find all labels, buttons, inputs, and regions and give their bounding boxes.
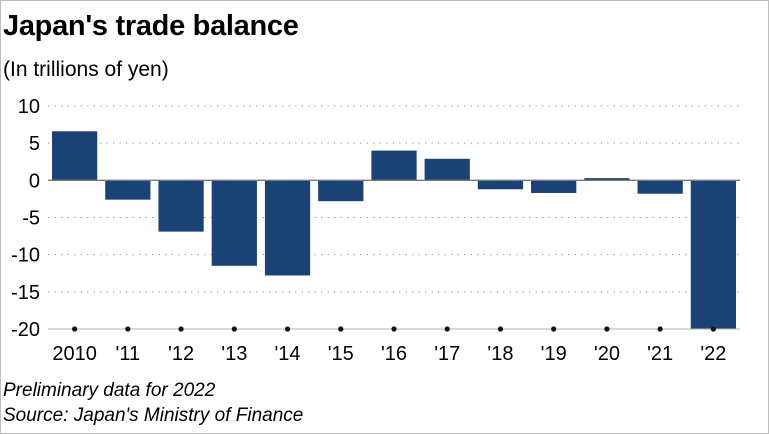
x-tick-label: '16 [381,343,407,365]
bar [211,180,257,266]
bar [424,158,470,181]
x-tick-dot [657,326,663,332]
bar [318,180,364,202]
x-tick-dot [444,326,450,332]
x-tick-dot [551,326,557,332]
source-note: Source: Japan's Ministry of Finance [3,405,304,426]
x-tick-label: '20 [594,343,620,365]
y-tick-label: 10 [18,96,40,118]
y-tick-label: 0 [29,170,40,192]
bar [105,180,151,200]
bar [584,178,630,181]
x-tick-label: '13 [221,343,247,365]
chart-subtitle: (In trillions of yen) [3,58,169,81]
bar [477,180,524,190]
bar [158,180,204,232]
bar [371,150,417,181]
x-tick-dot [178,326,184,332]
x-tick-dot [604,326,610,332]
x-tick-dot [710,326,716,332]
chart-notes: Preliminary data for 2022 Source: Japan'… [3,378,303,428]
preliminary-note: Preliminary data for 2022 [3,380,216,401]
y-tick-label: -15 [11,282,40,304]
x-tick-dot [284,326,291,332]
x-tick-label: '22 [700,343,726,365]
x-tick-dot [72,326,78,332]
x-tick-label: '19 [541,343,567,365]
x-tick-label: '18 [487,343,513,365]
x-tick-label: '14 [274,343,300,365]
x-tick-label: 2010 [52,343,97,365]
x-tick-label: '21 [647,343,673,365]
x-tick-dot [231,326,237,332]
bar [51,131,98,181]
bar [264,180,311,276]
x-tick-label: '12 [168,343,194,365]
y-tick-label: 5 [29,133,40,155]
x-tick-dot [391,326,397,332]
x-tick-label: '17 [434,343,460,365]
x-tick-dot [338,326,344,332]
y-tick-label: -10 [11,245,40,267]
y-tick-label: -5 [22,208,40,230]
y-tick-label: -20 [11,319,40,341]
bar [637,180,683,194]
x-tick-label: '11 [116,343,141,365]
bar [690,180,737,329]
chart-title: Japan's trade balance [3,10,299,42]
x-tick-dot [497,326,504,332]
bar [531,180,577,193]
x-tick-label: '15 [328,343,354,365]
x-tick-dot [125,326,131,332]
